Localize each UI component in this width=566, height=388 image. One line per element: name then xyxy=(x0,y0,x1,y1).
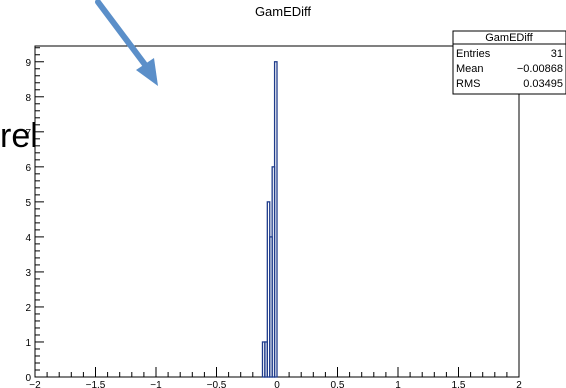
y-tick-label: 3 xyxy=(25,268,31,279)
chart-title: GamEDiff xyxy=(255,4,311,19)
x-tick-label: −1.5 xyxy=(86,380,106,388)
y-tick-label: 1 xyxy=(25,338,31,349)
x-tick-label: −1 xyxy=(150,380,162,388)
y-tick-label: 7 xyxy=(25,128,31,139)
x-tick-label: 1 xyxy=(395,380,401,388)
stats-mean-value: −0.00868 xyxy=(517,63,563,75)
y-tick-label: 0 xyxy=(25,373,31,384)
y-tick-label: 8 xyxy=(25,93,31,104)
histogram-series xyxy=(261,61,278,378)
stats-entries-value: 31 xyxy=(551,48,563,60)
x-tick-label: 0.5 xyxy=(331,380,345,388)
stats-box-title: GamEDiff xyxy=(485,32,533,44)
slide-text-fragment: rel xyxy=(0,117,38,155)
stats-box: GamEDiff Entries 31 Mean −0.00868 RMS 0.… xyxy=(452,30,566,95)
stats-rms-value: 0.03495 xyxy=(523,78,563,90)
histogram-bin xyxy=(273,61,278,378)
x-tick-label: 1.5 xyxy=(452,380,466,388)
x-tick-label: 0 xyxy=(274,380,280,388)
annotation-arrow-icon xyxy=(95,0,158,86)
y-tick-label: 4 xyxy=(25,233,31,244)
stats-rms-label: RMS xyxy=(456,78,480,90)
stats-mean-label: Mean xyxy=(456,63,484,75)
y-tick-label: 9 xyxy=(25,58,31,69)
x-tick-label: −0.5 xyxy=(207,380,227,388)
y-tick-label: 5 xyxy=(25,198,31,209)
y-tick-label: 6 xyxy=(25,163,31,174)
stats-entries-label: Entries xyxy=(456,48,491,60)
y-tick-label: 2 xyxy=(25,303,31,314)
axis-ticks: −2 −1.5 −1 −0.5 0 0.5 1 1.5 2 0 1 2 3 4 5 6 7 8 9 xyxy=(25,47,522,388)
x-tick-label: 2 xyxy=(516,380,522,388)
x-tick-label: −2 xyxy=(29,380,41,388)
